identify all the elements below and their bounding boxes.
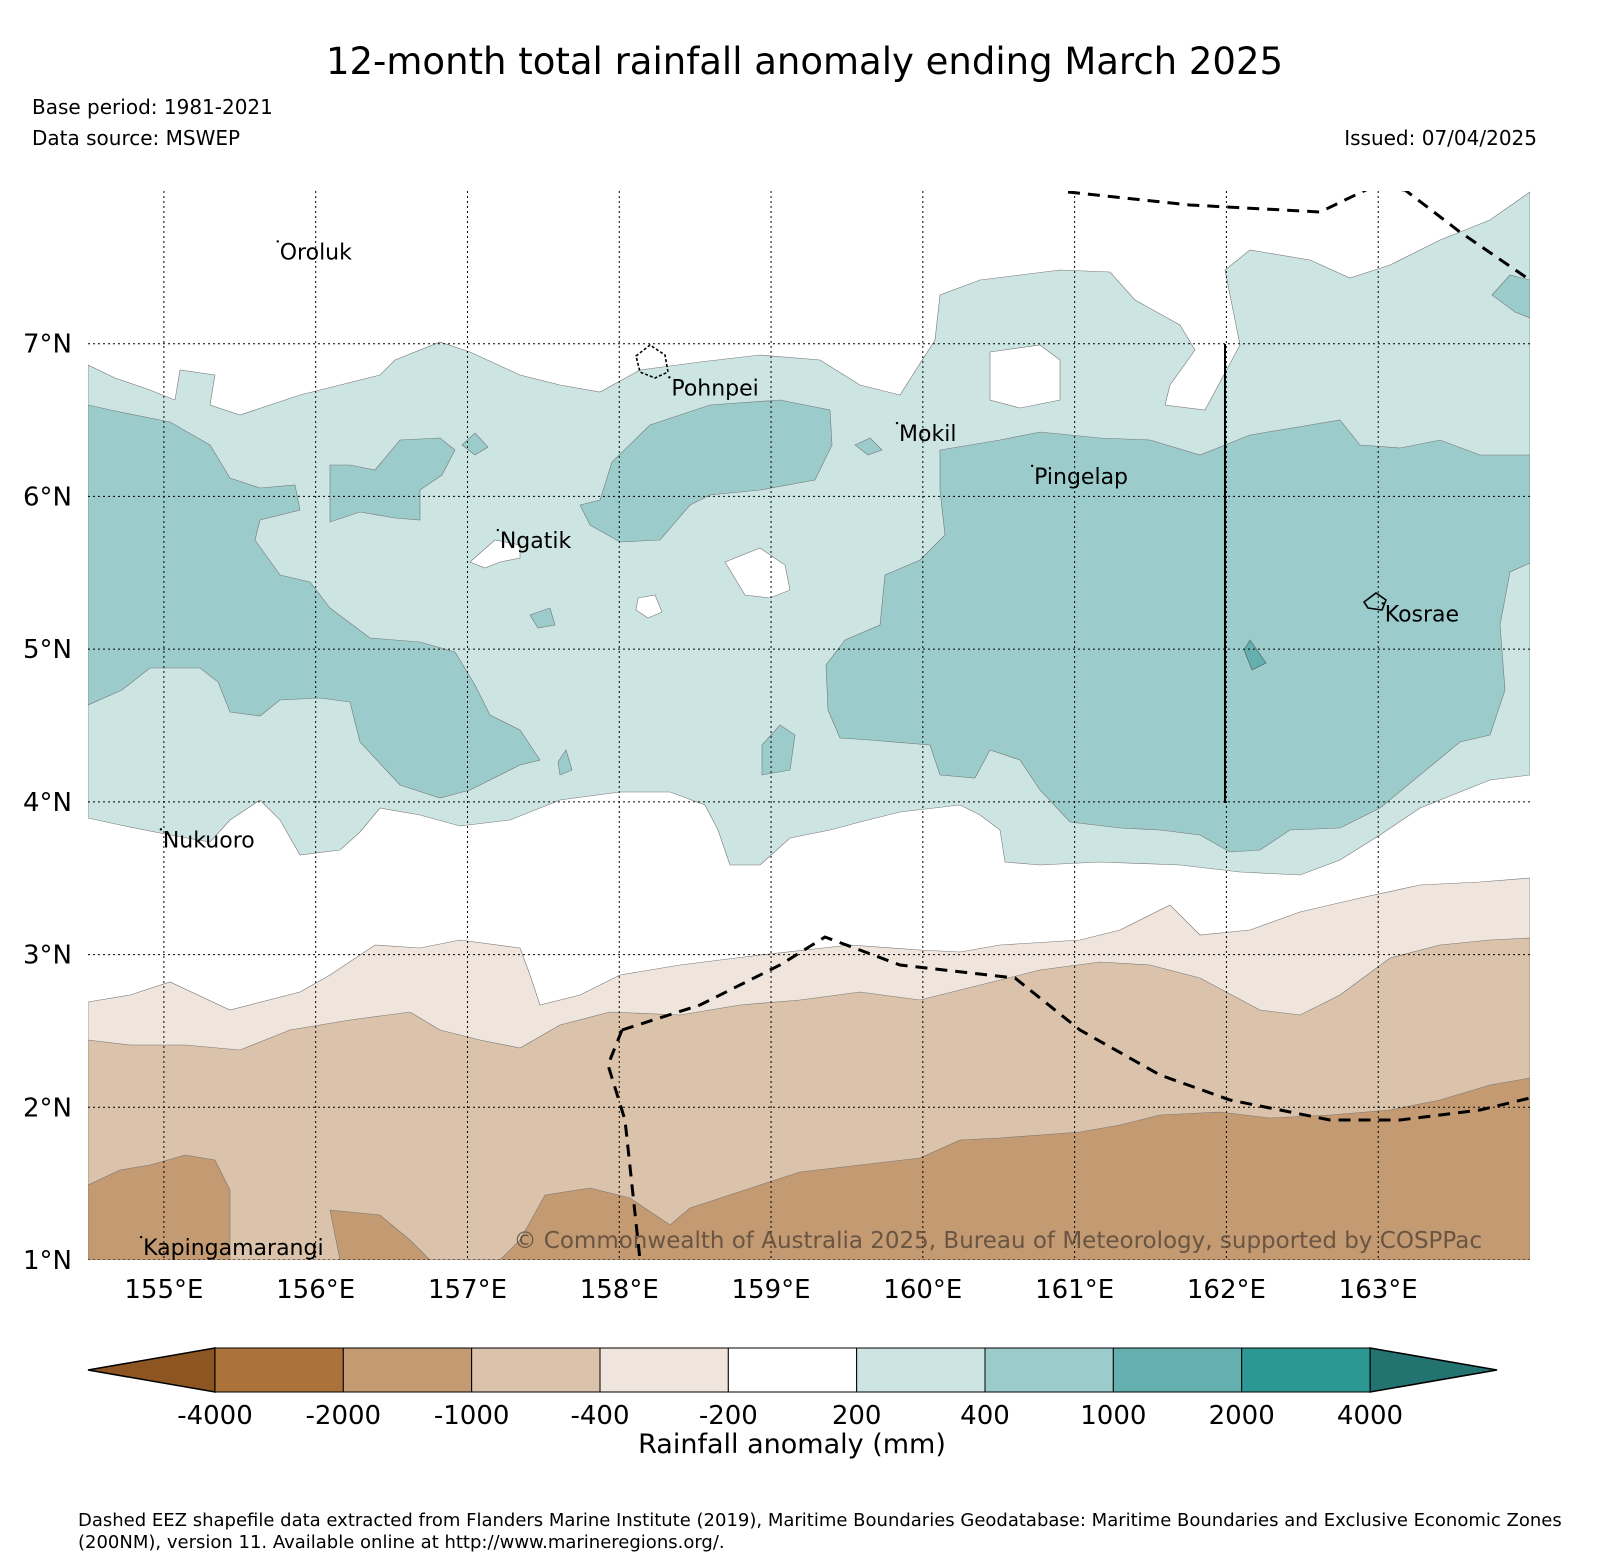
longitude-tick-label: 159°E: [732, 1275, 811, 1305]
near-normal-hole: [989, 344, 1061, 409]
colorbar-segment: [727, 1347, 858, 1393]
colorbar-title: Rainfall anomaly (mm): [638, 1429, 946, 1460]
near-normal-hole: [635, 594, 663, 619]
eez-boundary-south-west: [606, 1029, 642, 1260]
place-label: Kapingamarangi: [143, 1236, 323, 1261]
colorbar-tick-label: -1000: [434, 1401, 510, 1431]
map-gridlines: [88, 191, 1530, 1260]
eez-boundary-north: [1067, 191, 1530, 282]
place-label: Mokil: [899, 422, 956, 447]
wet-islet: [461, 432, 489, 456]
colorbar-tick-label: 2000: [1209, 1401, 1275, 1431]
wet-islet: [761, 724, 796, 776]
copyright-notice: © Commonwealth of Australia 2025, Bureau…: [513, 1228, 1482, 1254]
footnote: Dashed EEZ shapefile data extracted from…: [78, 1510, 1562, 1553]
map-plot-area: © Commonwealth of Australia 2025, Bureau…: [88, 191, 1530, 1260]
data-source: Data source: MSWEP: [32, 126, 241, 150]
wet-region-400-1000: [88, 399, 1530, 853]
longitude-tick-label: 163°E: [1339, 1275, 1418, 1305]
latitude-tick-label: 4°N: [23, 788, 72, 818]
colorbar-tick-label: -200: [699, 1401, 758, 1431]
base-period: Base period: 1981-2021: [32, 95, 273, 119]
place-label: Oroluk: [280, 240, 352, 265]
colorbar-under-arrow: [87, 1347, 216, 1393]
near-normal-hole: [724, 547, 791, 599]
place-marker: [159, 828, 163, 831]
place-labels: Oroluk Pohnpei Mokil Pingelap Ngatik Kosrae Nu…: [139, 240, 1459, 1261]
colorbar-segment: [471, 1347, 601, 1393]
issued-date: Issued: 07/04/2025: [1344, 126, 1537, 150]
colorbar-tick-label: 4000: [1337, 1401, 1403, 1431]
colorbar-over-arrow: [1369, 1347, 1498, 1393]
place-marker: [1030, 464, 1034, 468]
place-label: Kosrae: [1385, 602, 1459, 627]
longitude-tick-label: 157°E: [428, 1275, 507, 1305]
colorbar-tick-label: -4000: [177, 1401, 253, 1431]
colorbar-segment: [214, 1347, 344, 1393]
colorbar: -4000 -2000 -1000 -400 -200 200 400 1000 2000 400…: [87, 1347, 1498, 1431]
dry-band-minus-1000: [88, 1077, 1530, 1260]
place-label: Pingelap: [1034, 465, 1128, 490]
colorbar-segment: [1112, 1347, 1243, 1393]
place-marker: [496, 528, 500, 532]
place-marker: [895, 421, 899, 425]
longitude-tick-label: 158°E: [580, 1275, 659, 1305]
longitude-labels: 155°E 156°E 157°E 158°E 159°E 160°E 161°E 162°E…: [124, 1275, 1417, 1305]
place-label: Pohnpei: [671, 376, 758, 401]
colorbar-segment: [1241, 1347, 1371, 1393]
place-marker: [276, 240, 279, 243]
colorbar-segment: [599, 1347, 729, 1393]
place-marker: [668, 376, 671, 379]
wet-islet: [854, 437, 883, 456]
wet-region-1000-2000: [1243, 639, 1267, 671]
longitude-tick-label: 156°E: [276, 1275, 355, 1305]
map-title: 12-month total rainfall anomaly ending M…: [325, 40, 1284, 83]
place-marker: [139, 1235, 143, 1239]
colorbar-tick-label: -400: [570, 1401, 629, 1431]
longitude-tick-label: 161°E: [1035, 1275, 1114, 1305]
latitude-tick-label: 6°N: [23, 482, 72, 512]
longitude-tick-label: 160°E: [883, 1275, 962, 1305]
colorbar-segment: [856, 1347, 986, 1393]
kosrae-island-outline: [1362, 592, 1387, 611]
place-marker: [1381, 602, 1384, 605]
wet-islet: [1491, 274, 1530, 319]
colorbar-tick-label: -2000: [306, 1401, 382, 1431]
longitude-tick-label: 155°E: [124, 1275, 203, 1305]
eez-boundaries: [606, 191, 1530, 1260]
latitude-tick-label: 5°N: [23, 635, 72, 665]
place-label: Nukuoro: [163, 828, 255, 853]
near-normal-hole: [469, 539, 521, 569]
colorbar-tick-label: 1000: [1080, 1401, 1146, 1431]
latitude-tick-label: 2°N: [23, 1093, 72, 1123]
place-label: Ngatik: [500, 529, 572, 554]
latitude-tick-label: 7°N: [23, 330, 72, 360]
wet-islet: [557, 749, 573, 776]
latitude-labels: 1°N 2°N 3°N 4°N 5°N 6°N 7°N: [23, 330, 72, 1276]
colorbar-tick-label: 200: [832, 1401, 882, 1431]
longitude-tick-label: 162°E: [1187, 1275, 1266, 1305]
colorbar-tick-label: 400: [960, 1401, 1010, 1431]
colorbar-segment: [342, 1347, 473, 1393]
wet-islet: [529, 607, 556, 629]
eez-boundary-south-east: [621, 935, 1530, 1122]
latitude-tick-label: 3°N: [23, 941, 72, 971]
latitude-tick-label: 1°N: [23, 1246, 72, 1276]
pohnpei-island-outline: [635, 344, 669, 379]
colorbar-segment: [984, 1347, 1114, 1393]
